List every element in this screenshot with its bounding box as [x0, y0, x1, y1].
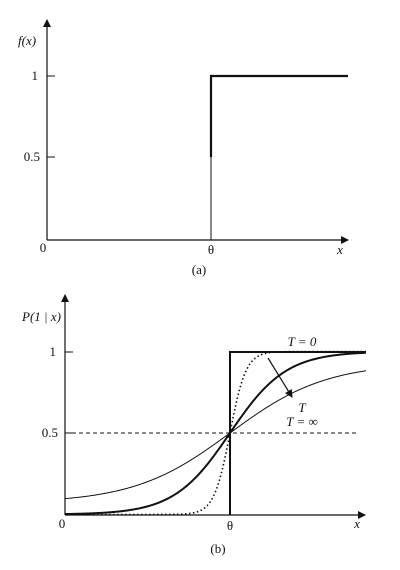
step-curve	[229, 351, 366, 515]
x-label: x	[336, 242, 343, 257]
y-tick-label: 0.5	[42, 425, 58, 440]
annotation: T = ∞	[286, 414, 318, 429]
caption: (a)	[192, 262, 206, 277]
origin-label: 0	[40, 240, 47, 255]
temperature-arrow	[267, 357, 293, 398]
panel-b	[61, 294, 367, 519]
x-label: x	[353, 516, 360, 531]
panel-a	[43, 19, 349, 244]
annotation: T	[298, 400, 306, 415]
origin-label: 0	[59, 516, 66, 531]
high-temperature-curve	[64, 370, 367, 500]
y-tick-label: 0.5	[24, 149, 40, 164]
theta-label: θ	[208, 242, 214, 257]
y-label: f(x)	[18, 33, 36, 48]
mid-temperature-curve	[64, 351, 367, 516]
theta-label: θ	[227, 518, 233, 533]
y-tick-label: 1	[50, 344, 57, 359]
caption: (b)	[210, 541, 225, 556]
step-function	[209, 74, 348, 157]
y-label: P(1 | x)	[21, 309, 61, 324]
annotation: T = 0	[288, 334, 317, 349]
y-tick-label: 1	[32, 68, 39, 83]
low-temperature-curve	[65, 350, 366, 516]
